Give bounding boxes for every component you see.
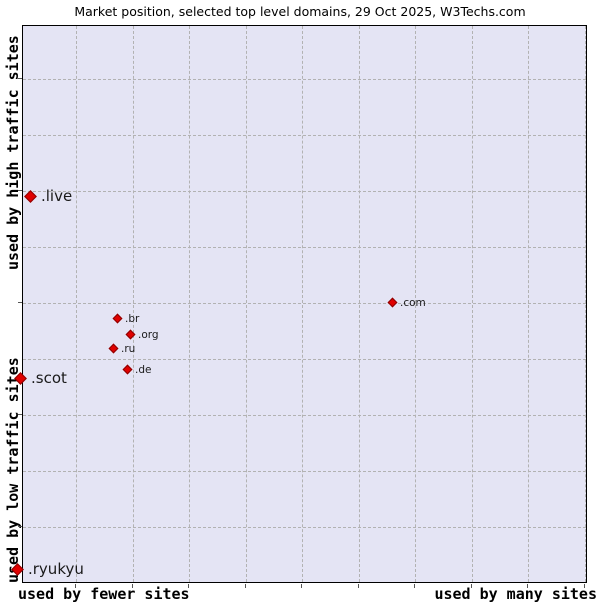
y-axis-tick bbox=[18, 189, 22, 191]
point-label: .org bbox=[138, 328, 159, 341]
data-point-diamond-icon bbox=[125, 329, 135, 339]
grid-line-vertical bbox=[76, 26, 77, 582]
point-label: .scot bbox=[31, 369, 67, 387]
grid-line-horizontal bbox=[23, 302, 586, 304]
grid-line-horizontal bbox=[23, 190, 586, 192]
x-axis-tick bbox=[527, 584, 528, 588]
x-axis-tick bbox=[583, 584, 585, 588]
point-label: .ryukyu bbox=[28, 560, 84, 578]
grid-line-vertical bbox=[471, 26, 473, 582]
y-axis-label-high-traffic: used by high traffic sites bbox=[4, 35, 22, 270]
x-axis-tick bbox=[414, 584, 415, 588]
point-label: .ru bbox=[121, 342, 136, 355]
x-axis-tick bbox=[131, 584, 133, 588]
grid-line-vertical bbox=[302, 26, 303, 582]
grid-line-vertical bbox=[528, 26, 529, 582]
grid-line-vertical bbox=[358, 26, 360, 582]
x-axis-tick bbox=[244, 584, 246, 588]
x-axis-label-fewer-sites: used by fewer sites bbox=[18, 585, 190, 603]
y-axis-tick bbox=[18, 77, 22, 79]
grid-line-horizontal bbox=[23, 134, 586, 136]
y-axis-tick bbox=[18, 414, 22, 416]
x-axis-tick bbox=[357, 584, 359, 588]
point-label: .br bbox=[125, 312, 140, 325]
grid-line-vertical bbox=[245, 26, 247, 582]
x-axis-tick bbox=[301, 584, 302, 588]
x-axis-label-many-sites: used by many sites bbox=[434, 585, 597, 603]
grid-line-horizontal bbox=[23, 415, 586, 417]
grid-line-vertical bbox=[189, 26, 190, 582]
x-axis-tick bbox=[470, 584, 472, 588]
grid-line-horizontal bbox=[23, 471, 586, 473]
point-label: .live bbox=[41, 187, 73, 205]
data-point-diamond-icon bbox=[122, 364, 132, 374]
grid-line-horizontal bbox=[23, 527, 586, 529]
point-label: .de bbox=[135, 363, 152, 376]
x-axis-tick bbox=[75, 584, 76, 588]
data-point-diamond-icon bbox=[387, 297, 397, 307]
data-point-diamond-icon bbox=[23, 189, 37, 203]
y-axis-tick bbox=[18, 301, 22, 303]
grid-line-vertical bbox=[132, 26, 134, 582]
plot-area: .live .scot .ryukyu .com .br .org .ru .de bbox=[10, 25, 587, 583]
x-axis-tick bbox=[188, 584, 189, 588]
y-axis-tick bbox=[18, 526, 22, 528]
data-point-diamond-icon bbox=[112, 313, 122, 323]
chart-title: Market position, selected top level doma… bbox=[74, 4, 526, 19]
grid-line-horizontal bbox=[23, 359, 586, 360]
data-point-diamond-icon bbox=[108, 343, 118, 353]
grid-line-horizontal bbox=[23, 246, 586, 248]
grid-line-vertical bbox=[584, 26, 586, 582]
point-label: .com bbox=[400, 296, 426, 309]
grid-line-horizontal bbox=[23, 78, 586, 80]
